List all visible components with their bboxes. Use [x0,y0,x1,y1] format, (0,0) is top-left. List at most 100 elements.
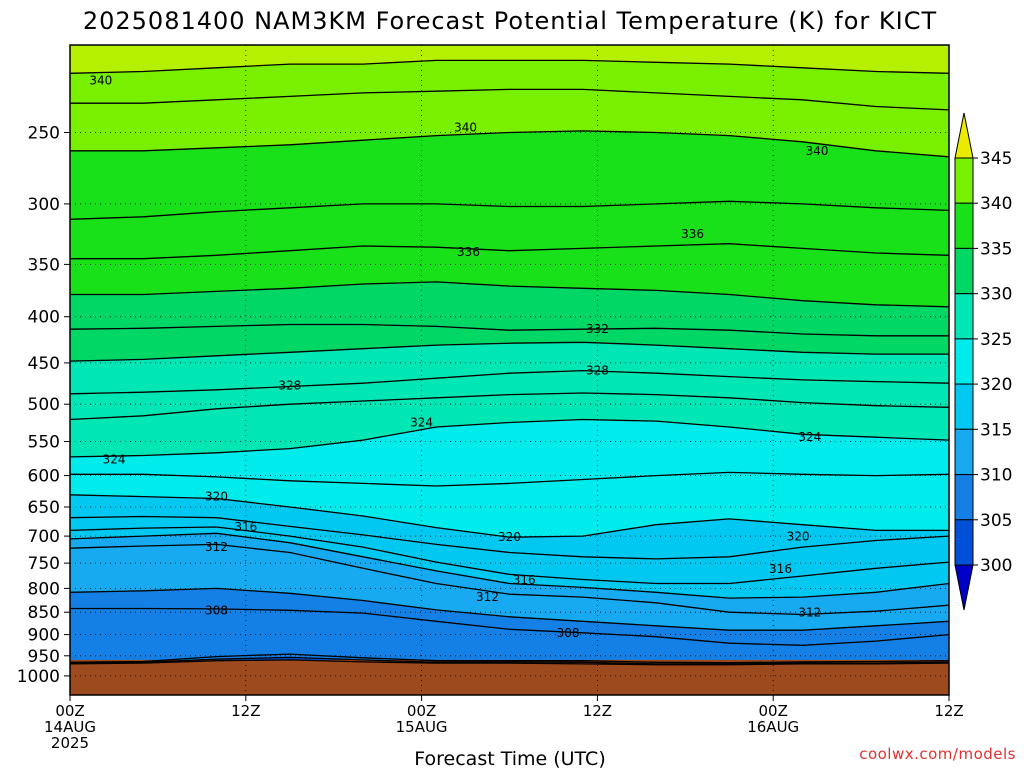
contour-label: 312 [798,606,821,620]
colorbar-label: 340 [980,194,1012,214]
y-tick-label: 850 [28,603,60,623]
contour-label: 308 [557,626,580,640]
isentrope-342 [70,88,949,111]
contour-label: 312 [205,540,228,554]
colorbar-label: 310 [980,466,1012,486]
contour-label-text: 308 [205,603,228,617]
colorbar-segment [954,428,974,475]
contour-labels: 340 340 340 336 336 332 328 328 324 324 324 320 320 3… [89,74,828,640]
x-tick-label: 16AUG [747,718,799,736]
contour-label-text: 316 [513,573,536,587]
colorbar-segment [954,247,974,295]
y-tick-label: 400 [28,308,60,328]
colorbar-extend-top [954,112,974,159]
colorbar-segment [954,383,974,430]
chart-title: 2025081400 NAM3KM Forecast Potential Tem… [83,7,937,35]
isentrope-contours [70,59,949,666]
colorbar-segment [954,157,974,204]
isentrope-330 [70,341,949,362]
y-tick-label: 650 [28,498,60,518]
y-tick-label: 1000 [17,667,60,687]
contour-label: 308 [205,603,228,617]
isentrope-324 [70,418,949,458]
x-tick-label: 00Z [55,702,84,720]
colorbar-segment [954,338,974,385]
contour-label-text: 324 [103,453,126,467]
contour-label: 336 [681,227,704,241]
colorbar-label: 330 [980,285,1012,305]
contour-label-text: 316 [769,562,792,576]
colorbar-segment [954,293,974,340]
x-tick-label: 12Z [231,702,260,720]
contour-label-text: 332 [586,322,609,336]
ground-fill [70,659,949,695]
colorbar-label: 325 [980,330,1012,350]
x-tick-label: 14AUG [44,718,96,736]
contour-label: 320 [498,530,521,544]
contour-label-text: 308 [557,626,580,640]
contour-label: 324 [410,416,433,430]
x-tick-label: 2025 [51,734,89,752]
contour-label: 316 [513,573,536,587]
colorbar-label: 305 [980,511,1012,531]
contour-label-text: 328 [278,379,301,393]
colorbar: 345 340 335 330 325 320 315 310 305 300 [954,112,1012,611]
contour-label-text: 336 [457,245,480,259]
isentrope-340 [70,130,949,158]
colorbar-label: 345 [980,149,1012,169]
contour-label: 316 [769,562,792,576]
isentrope-326 [70,392,949,421]
y-tick-label: 450 [28,354,60,374]
contour-label: 340 [806,144,829,158]
contour-label-text: 312 [205,540,228,554]
contour-label-text: 336 [681,227,704,241]
y-tick-label: 500 [28,395,60,415]
contour-label-text: 320 [787,530,810,544]
isentrope-320 [70,494,949,538]
grid-lines [70,45,949,695]
contour-label-text: 324 [410,416,433,430]
isentrope-344 [70,59,949,74]
contour-label: 312 [476,590,499,604]
contour-label-text: 316 [234,520,257,534]
x-tick-label: 12Z [934,702,963,720]
contour-label: 324 [103,453,126,467]
y-tick-label: 350 [28,255,60,275]
isentrope-308 [70,607,949,646]
colorbar-segment [954,474,974,521]
contour-label: 336 [457,245,480,259]
isentrope-314 [70,532,949,599]
x-tick-label: 00Z [407,702,436,720]
contour-label-text: 340 [454,121,477,135]
contour-label: 328 [586,364,609,378]
isentrope-306 [70,653,949,664]
x-tick-label: 15AUG [396,718,448,736]
contour-label-text: 312 [798,606,821,620]
colorbar-segment [954,202,974,249]
contour-label: 340 [454,121,477,135]
contour-label: 316 [234,520,257,534]
x-tick-label: 00Z [759,702,788,720]
colorbar-label: 315 [980,420,1012,440]
y-axis: 250 300 350 400 450 500 550 600 650 700 750 800 850 9… [17,124,70,687]
isentrope-318 [70,515,949,560]
y-tick-label: 300 [28,195,60,215]
colorbar-label: 335 [980,239,1012,259]
isentrope-336 [70,243,949,260]
isentrope-300 [70,659,949,666]
y-tick-label: 600 [28,467,60,487]
isentrope-338 [70,200,949,220]
x-tick-label: 12Z [583,702,612,720]
contour-label: 320 [205,490,228,504]
colorbar-label: 300 [980,556,1012,576]
isentrope-328 [70,369,949,395]
y-tick-label: 250 [28,124,60,144]
y-tick-label: 550 [28,433,60,453]
y-tick-label: 800 [28,579,60,599]
plot-area [70,45,949,695]
watermark: coolwx.com/models [859,745,1016,763]
y-tick-label: 950 [28,647,60,667]
contour-label-text: 340 [89,74,112,88]
contour-label-text: 340 [806,144,829,158]
